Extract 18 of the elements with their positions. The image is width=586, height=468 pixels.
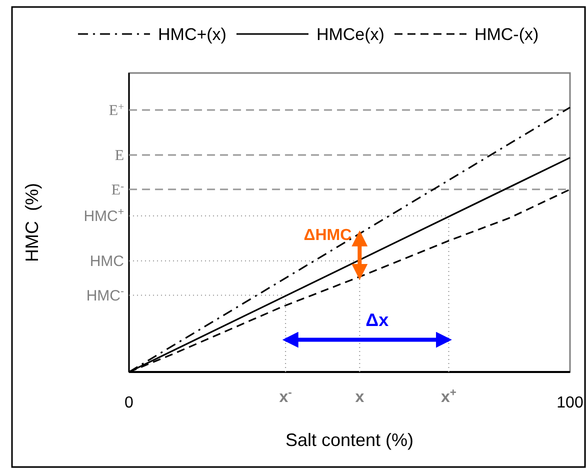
ref-line-label: x$^{-}$: [279, 387, 292, 406]
legend-label: HMC-(x): [474, 25, 539, 44]
legend-label: HMCe(x): [316, 25, 384, 44]
legend-label: HMC+(x): [158, 25, 226, 44]
ref-line-label: E$^{+}$: [108, 102, 124, 120]
ref-line-label: HMC: [90, 252, 124, 270]
annotation: ΔHMC: [304, 226, 352, 244]
x-axis-title: Salt content (%): [285, 430, 414, 450]
x-tick-label: 0: [124, 394, 134, 412]
ref-line-label: x$^{+}$: [441, 387, 457, 406]
ref-line-label: E$^{-}$: [111, 180, 124, 198]
ref-line-label: E: [114, 148, 124, 164]
x-tick-label: 100: [556, 394, 584, 412]
ref-line-label: HMC$^{-}$: [86, 285, 124, 304]
annotation: Δx: [366, 310, 389, 330]
ref-line-label: x: [355, 389, 364, 406]
y-axis-title: HMC (%): [22, 183, 42, 262]
ref-line-label: HMC$^{+}$: [84, 206, 124, 225]
